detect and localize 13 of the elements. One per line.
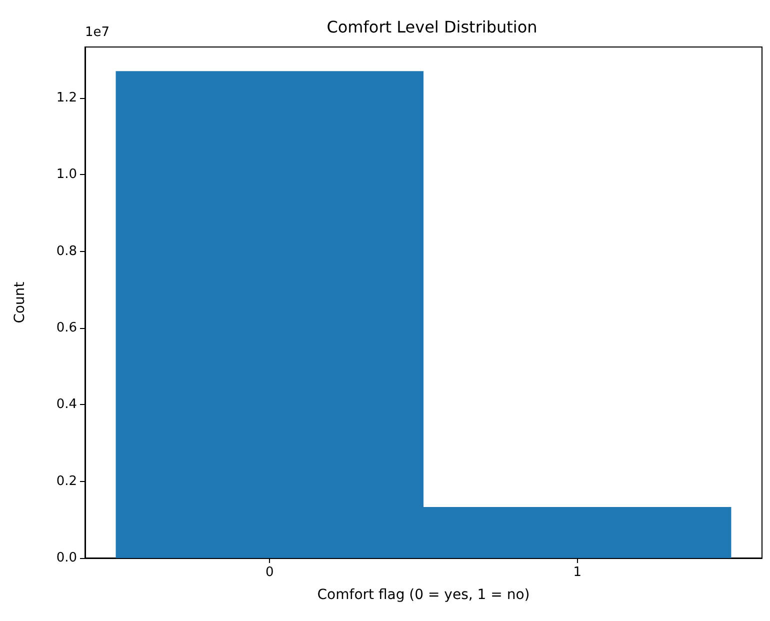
x-tick-label: 1 [573, 565, 582, 580]
x-tick-label: 0 [265, 565, 274, 580]
y-axis-title: Count [12, 281, 28, 324]
chart-title: Comfort Level Distribution [326, 18, 538, 36]
y-tick-label: 0.4 [56, 397, 77, 412]
y-tick-label: 0.0 [56, 550, 77, 566]
text: 1e7 [85, 25, 110, 40]
x-axis-title: Comfort flag (0 = yes, 1 = no) [317, 587, 530, 603]
y-tick-label: 0.2 [56, 474, 77, 489]
y-tick-label: 1.0 [56, 167, 77, 182]
y-tick-label: 1.2 [56, 90, 77, 106]
y-tick-label: 0.6 [56, 320, 77, 336]
y-tick-label: 0.8 [56, 244, 77, 259]
